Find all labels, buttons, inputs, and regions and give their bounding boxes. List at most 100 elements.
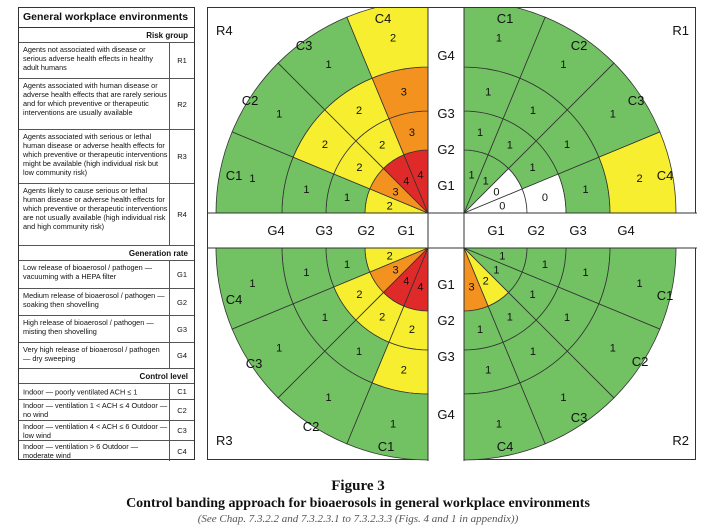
control-label: C3 (571, 410, 588, 425)
risk-value-label: 1 (583, 267, 589, 279)
generation-rate-row: Medium release of bioaerosol / pathogen … (19, 289, 194, 316)
risk-group-code: R2 (169, 79, 194, 129)
risk-value-label: 4 (417, 281, 423, 293)
risk-value-label: 1 (636, 278, 642, 290)
control-level-row: Indoor — poorly ventilated ACH ≤ 1 C1 (19, 384, 194, 400)
generation-rate-row: High release of bioaerosol / pathogen — … (19, 316, 194, 343)
risk-value-label: 1 (542, 259, 548, 271)
risk-value-label: 1 (249, 173, 255, 185)
control-label: C1 (497, 11, 514, 26)
risk-value-label: 1 (564, 139, 570, 151)
generation-rate-desc: Medium release of bioaerosol / pathogen … (23, 291, 165, 309)
risk-value-label: 1 (477, 127, 483, 139)
generation-rate-code: G2 (169, 289, 194, 315)
risk-value-label: 1 (483, 176, 489, 188)
risk-value-label: 1 (560, 392, 566, 404)
risk-value-label: 1 (276, 342, 282, 354)
control-level-row: Indoor — ventilation > 6 Outdoor — moder… (19, 441, 194, 461)
generation-label: G2 (527, 223, 544, 238)
risk-value-label: 3 (401, 86, 407, 98)
risk-value-label: 3 (409, 127, 415, 139)
risk-value-label: 3 (392, 265, 398, 277)
risk-value-label: 1 (325, 392, 331, 404)
generation-rate-heading: Generation rate (19, 246, 194, 261)
control-level-desc: Indoor — ventilation 1 < ACH ≤ 4 Outdoor… (23, 401, 168, 419)
control-label: C2 (242, 93, 259, 108)
risk-value-label: 1 (499, 251, 505, 263)
risk-value-label: 4 (403, 176, 409, 188)
risk-value-label: 1 (496, 32, 502, 44)
control-level-code: C2 (169, 400, 194, 420)
generation-label: G4 (267, 223, 284, 238)
risk-value-label: 3 (469, 281, 475, 293)
risk-value-label: 0 (493, 186, 499, 198)
risk-value-label: 1 (496, 419, 502, 431)
generation-rate-code: G4 (169, 343, 194, 368)
risk-value-label: 1 (485, 86, 491, 98)
generation-label: G2 (357, 223, 374, 238)
risk-value-label: 0 (542, 192, 548, 204)
risk-value-label: 2 (379, 312, 385, 324)
risk-group-desc: Agents associated with human disease or … (23, 81, 167, 117)
risk-value-label: 2 (409, 324, 415, 336)
risk-value-label: 1 (530, 346, 536, 358)
control-level-code: C3 (169, 421, 194, 440)
risk-value-label: 1 (325, 59, 331, 71)
figure-number: Figure 3 (331, 478, 385, 494)
risk-value-label: 1 (390, 419, 396, 431)
figure-source-note: (See Chap. 7.3.2.2 and 7.3.2.3.1 to 7.3.… (197, 513, 519, 525)
generation-rate-row: Low release of bioaerosol / pathogen — v… (19, 261, 194, 289)
risk-value-label: 1 (560, 59, 566, 71)
risk-group-label-r1: R1 (672, 23, 689, 38)
risk-value-label: 1 (303, 184, 309, 196)
risk-value-label: 1 (610, 109, 616, 121)
risk-group-row: Agents associated with serious or lethal… (19, 130, 194, 184)
risk-value-label: 1 (469, 170, 475, 182)
risk-value-label: 4 (417, 170, 423, 182)
risk-group-code: R4 (169, 184, 194, 245)
risk-value-label: 1 (485, 365, 491, 377)
control-label: C1 (226, 168, 243, 183)
risk-cell-r2 (566, 303, 661, 399)
risk-cell-r4 (277, 16, 373, 111)
control-level-row: Indoor — ventilation 1 < ACH ≤ 4 Outdoor… (19, 400, 194, 421)
risk-value-label: 1 (356, 346, 362, 358)
generation-rate-row: Very high release of bioaerosol / pathog… (19, 343, 194, 369)
risk-value-label: 2 (636, 173, 642, 185)
risk-group-label-r3: R3 (216, 433, 233, 448)
risk-value-label: 2 (390, 32, 396, 44)
generation-label: G1 (397, 223, 414, 238)
control-label: C3 (246, 356, 263, 371)
risk-value-label: 1 (322, 312, 328, 324)
risk-cell-r4 (231, 62, 326, 158)
generation-label: G1 (437, 178, 454, 193)
risk-value-label: 2 (387, 200, 393, 212)
generation-label: G1 (487, 223, 504, 238)
risk-group-desc: Agents associated with serious or lethal… (23, 132, 168, 177)
risk-group-code: R3 (169, 130, 194, 183)
risk-value-label: 4 (403, 275, 409, 287)
axis-band-vertical (428, 8, 464, 461)
control-label: C4 (375, 11, 392, 26)
generation-label: G3 (315, 223, 332, 238)
risk-value-label: 1 (610, 342, 616, 354)
risk-group-desc: Agents not associated with disease or se… (23, 45, 154, 72)
control-label: C1 (657, 288, 674, 303)
risk-value-label: 1 (344, 259, 350, 271)
risk-value-label: 2 (483, 275, 489, 287)
control-level-code: C4 (169, 441, 194, 461)
risk-value-label: 1 (530, 105, 536, 117)
risk-value-label: 2 (356, 289, 362, 301)
control-label: C3 (296, 38, 313, 53)
risk-value-label: 1 (249, 278, 255, 290)
risk-value-label: 2 (322, 139, 328, 151)
legend-table: General workplace environments Risk grou… (18, 7, 195, 461)
control-level-row: Indoor — ventilation 4 < ACH ≤ 6 Outdoor… (19, 421, 194, 441)
risk-group-row: Agents not associated with disease or se… (19, 43, 194, 79)
control-label: C4 (226, 292, 243, 307)
risk-group-heading: Risk group (19, 28, 194, 43)
risk-group-label-r4: R4 (216, 23, 233, 38)
risk-value-label: 2 (401, 365, 407, 377)
risk-value-label: 0 (499, 200, 505, 212)
